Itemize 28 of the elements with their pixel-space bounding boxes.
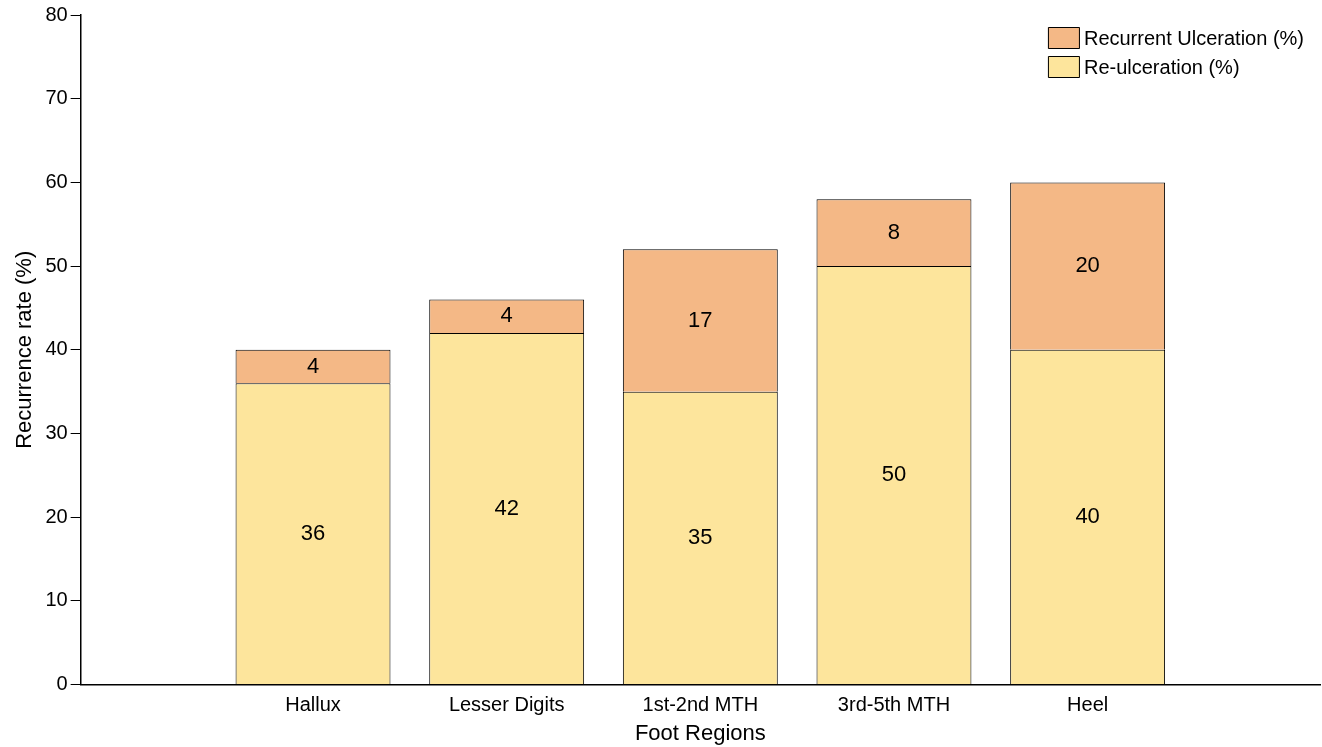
data-label: 8 [887, 218, 901, 244]
data-label: 4 [500, 302, 513, 328]
x-tick-label: 3rd-5th MTH [837, 693, 951, 716]
data-label: 36 [300, 519, 326, 545]
y-tick-label: 0 [56, 672, 68, 695]
y-tick-label: 60 [45, 169, 68, 192]
y-tick-label: 40 [45, 337, 68, 360]
y-axis-title: Recurrence rate (%) [11, 250, 37, 449]
x-tick-label: Hallux [285, 693, 341, 716]
y-tick-label: 30 [45, 421, 68, 444]
data-label: 42 [494, 494, 519, 520]
data-label: 20 [1075, 252, 1100, 278]
y-tick-label: 70 [45, 86, 68, 109]
legend-label: Recurrent Ulceration (%) [1083, 26, 1305, 49]
y-tick-label: 10 [45, 588, 68, 611]
data-label: 35 [688, 523, 713, 549]
data-label: 4 [306, 352, 320, 378]
x-tick-label: Lesser Digits [448, 693, 565, 716]
y-tick-label: 80 [45, 2, 68, 25]
data-label: 50 [881, 461, 907, 487]
data-label: 17 [688, 306, 713, 332]
x-tick-label: 1st-2nd MTH [642, 693, 759, 716]
data-label: 40 [1075, 503, 1100, 529]
legend-label: Re-ulceration (%) [1083, 55, 1240, 78]
x-tick-label: Heel [1067, 693, 1109, 716]
x-axis-title: Foot Regions [634, 719, 766, 745]
y-tick-label: 50 [45, 253, 68, 276]
y-tick-label: 20 [45, 504, 68, 527]
